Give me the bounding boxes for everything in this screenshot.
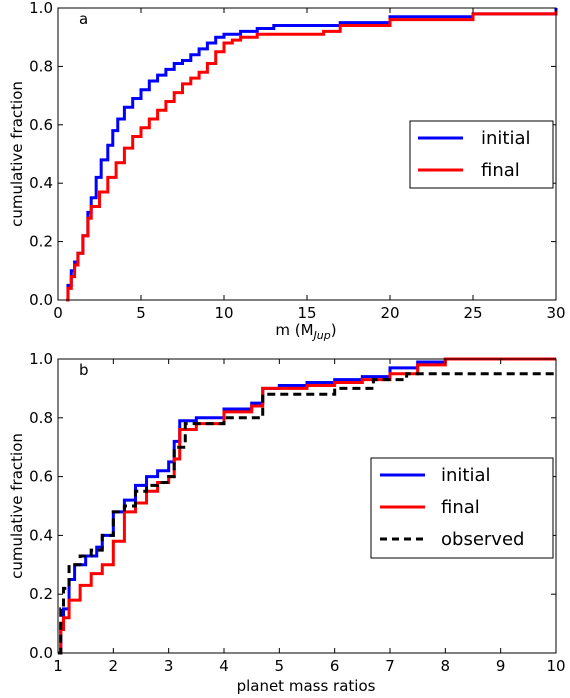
panel-b-xtick-label: 10 xyxy=(546,657,565,675)
panel-a-xtick-label: 25 xyxy=(463,304,482,322)
panel-b-legend-observed: observed xyxy=(441,529,524,550)
panel-a-xlabel-close: ) xyxy=(331,321,337,339)
panel-b-frame xyxy=(57,358,557,654)
panel-a-ylabel: cumulative fraction xyxy=(8,81,26,227)
panel-b-legend: initial final observed xyxy=(370,457,554,559)
panel-b-xtick-label: 6 xyxy=(330,657,340,675)
panel-b-series-observed xyxy=(58,372,556,655)
panel-b-xtick-label: 4 xyxy=(219,657,229,675)
panel-a-chart: 0 5 10 15 20 25 30 0.0 0.2 0.4 0.6 0.8 1.0 a cumulat… xyxy=(8,0,566,342)
panel-a-legend: initial final xyxy=(409,120,554,189)
panel-a-xlabel-sub: Jup xyxy=(312,329,331,342)
panel-b-ylabel: cumulative fraction xyxy=(8,433,26,579)
panel-b-legend-final: final xyxy=(441,497,480,518)
panel-b-ytick-label: 0.8 xyxy=(29,409,53,427)
panel-a-ytick-label: 1.0 xyxy=(29,0,53,17)
panel-a-legend-final: final xyxy=(481,160,520,181)
panel-a-ytick-label: 0.0 xyxy=(29,291,53,309)
panel-a-ytick-label: 0.8 xyxy=(29,57,53,75)
panel-b-series-group xyxy=(58,357,556,655)
panel-a-xtick-label: 5 xyxy=(136,304,146,322)
panel-b-xtick-label: 3 xyxy=(164,657,174,675)
panel-a-ytick-label: 0.6 xyxy=(29,116,53,134)
panel-a-series-group xyxy=(66,8,558,302)
panel-b-xtick-label: 2 xyxy=(109,657,119,675)
panel-a-xtick-label: 10 xyxy=(214,304,233,322)
panel-a-xtick-label: 30 xyxy=(546,304,565,322)
panel-b-xtick-label: 9 xyxy=(496,657,506,675)
panel-a-xtick-label: 0 xyxy=(53,304,63,322)
panel-b-legend-initial: initial xyxy=(441,465,491,486)
panel-a-ytick-label: 0.2 xyxy=(29,233,53,251)
panel-b-ytick-label: 0.4 xyxy=(29,526,53,544)
panel-b-xtick-label: 5 xyxy=(275,657,285,675)
panel-a-ytick-label: 0.4 xyxy=(29,174,53,192)
panel-b-xtick-label: 1 xyxy=(53,657,63,675)
panel-b-ytick-label: 0.0 xyxy=(29,644,53,662)
panel-b-ytick-label: 0.2 xyxy=(29,585,53,603)
panel-b-ticks: 1 2 3 4 5 6 7 8 9 10 0.0 0.2 0.4 0.6 0.8 1.0 xyxy=(29,350,565,675)
panel-b-label: b xyxy=(79,361,89,379)
panel-b-xlabel: planet mass ratios xyxy=(237,677,376,695)
panel-a-label: a xyxy=(79,10,88,28)
panel-a-legend-box xyxy=(409,120,554,189)
panel-b-chart: 1 2 3 4 5 6 7 8 9 10 0.0 0.2 0.4 0.6 0.8 1.0 b cumulati… xyxy=(8,350,566,695)
panel-b-xtick-label: 8 xyxy=(441,657,451,675)
panel-b-xtick-label: 7 xyxy=(385,657,395,675)
panel-b-ytick-label: 1.0 xyxy=(29,350,53,368)
panel-a-xtick-label: 15 xyxy=(297,304,316,322)
panel-a-xlabel-main: m (M xyxy=(275,321,313,339)
panel-a-ticks: 0 5 10 15 20 25 30 0.0 0.2 0.4 0.6 0.8 1.0 xyxy=(29,0,565,322)
panel-b-series-initial xyxy=(58,357,556,655)
panel-a-legend-initial: initial xyxy=(481,128,531,149)
panel-a-series-final xyxy=(66,10,558,302)
panel-b-ytick-label: 0.6 xyxy=(29,468,53,486)
panel-a-xtick-label: 20 xyxy=(380,304,399,322)
panel-a-xlabel: m (MJup) xyxy=(275,321,336,342)
